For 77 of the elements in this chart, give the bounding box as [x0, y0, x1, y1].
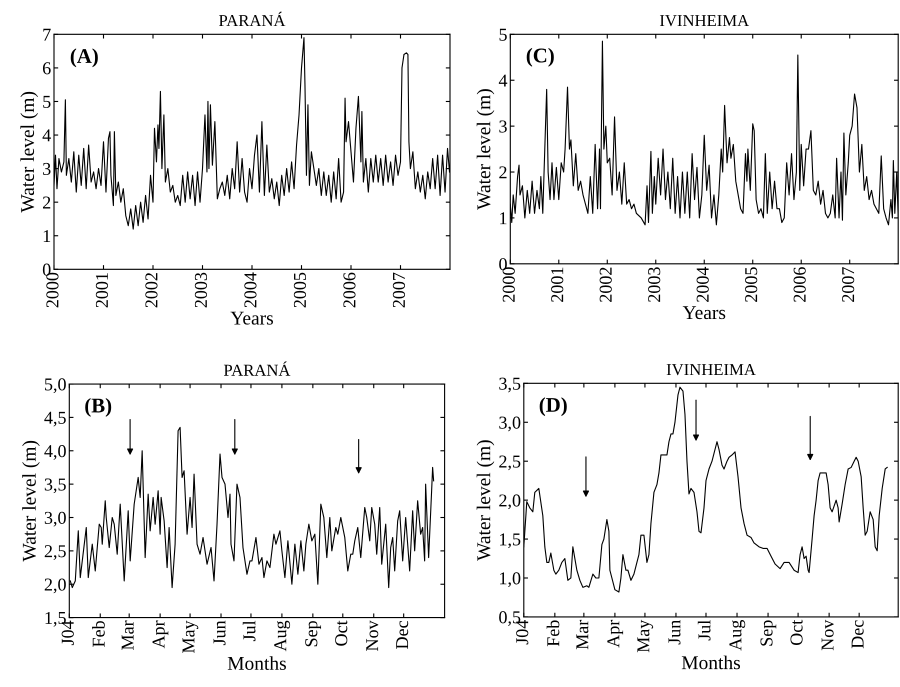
x-tick-label: 2005: [745, 267, 758, 302]
y-tick-label: 2,5: [499, 456, 520, 470]
y-tick-label: 5: [43, 96, 51, 108]
x-tick-label: Oct: [335, 620, 348, 646]
annotation: (C): [526, 48, 554, 67]
chart-title: IVINHEIMA: [660, 15, 750, 26]
x-axis-title: Years: [682, 306, 726, 320]
x-tick-label: 2007: [392, 272, 406, 308]
x-tick-label: Jun: [668, 620, 680, 644]
x-tick-label: Aug: [729, 620, 746, 651]
y-tick-label: 2,0: [44, 578, 66, 594]
y-tick-label: 4,5: [44, 412, 66, 426]
x-tick-label: Oct: [790, 620, 803, 646]
x-axis-title: Months: [682, 656, 740, 670]
y-tick-label: 1: [500, 212, 506, 224]
x-axis-title: Months: [228, 656, 286, 670]
y-tick-label: 5: [500, 28, 507, 41]
x-tick-label: 2002: [600, 268, 612, 302]
x-tick-label: 2002: [145, 273, 158, 308]
y-tick-label: 4: [498, 74, 508, 87]
y-tick-label: 6: [42, 62, 51, 74]
x-tick-label: Nov: [822, 620, 834, 650]
y-tick-label: 3: [499, 120, 507, 133]
y-tick-label: 3,0: [44, 512, 66, 527]
y-tick-label: 4,0: [44, 445, 66, 460]
x-tick-label: 2007: [842, 267, 854, 302]
x-tick-label: Sep: [305, 621, 322, 646]
y-tick-label: 4: [42, 129, 51, 142]
x-tick-label: 2006: [343, 272, 356, 308]
x-tick-label: Jul: [698, 620, 711, 640]
x-tick-label: Nov: [366, 620, 378, 651]
chart-title: PARANÁ: [218, 12, 286, 26]
x-tick-label: Feb: [546, 620, 560, 646]
y-tick-label: 3,5: [499, 378, 520, 392]
chart-title: IVINHEIMA: [666, 364, 756, 376]
y-tick-label: 2: [42, 196, 50, 208]
x-tick-label: Feb: [92, 621, 105, 647]
y-tick-label: 1,5: [500, 533, 520, 548]
x-tick-label: Jun: [214, 620, 226, 646]
y-tick-label: 3: [43, 162, 51, 176]
x-tick-label: 2005: [294, 272, 306, 308]
y-axis-title: Water level (m): [476, 440, 494, 561]
x-tick-label: Dec: [396, 620, 408, 649]
x-tick-label: Dec: [852, 620, 864, 648]
annotation: (A): [70, 48, 98, 68]
x-tick-label: 2003: [194, 272, 208, 308]
x-tick-label: 2001: [551, 268, 564, 302]
y-tick-label: 2,0: [499, 494, 520, 510]
y-tick-label: 5,0: [45, 378, 66, 394]
y-tick-label: 2: [499, 166, 507, 178]
annotation: (B): [85, 398, 112, 417]
y-tick-label: 1,0: [500, 572, 520, 588]
y-tick-label: 1: [44, 230, 50, 242]
x-tick-label: Aug: [274, 620, 290, 652]
x-tick-label: May: [637, 620, 654, 652]
x-tick-label: 2003: [648, 267, 660, 302]
x-tick-label: May: [182, 620, 198, 653]
x-tick-label: Mar: [576, 620, 588, 650]
chart-title: PARANÁ: [224, 361, 290, 376]
x-tick-label: Apr: [152, 620, 168, 648]
y-tick-label: 7: [43, 28, 51, 41]
x-tick-label: Sep: [760, 620, 776, 646]
x-tick-label: 2004: [244, 272, 257, 308]
y-axis-title: Water level (m): [20, 92, 38, 213]
x-tick-label: 2004: [696, 266, 709, 302]
y-tick-label: 2,5: [44, 545, 66, 560]
annotation: (D): [540, 397, 567, 416]
y-axis-title: Water level (m): [22, 440, 40, 562]
x-tick-label: Jul: [242, 620, 256, 642]
y-tick-label: 3,5: [44, 478, 66, 494]
x-tick-label: 2001: [96, 273, 108, 308]
x-tick-label: Mar: [122, 620, 134, 650]
x-tick-label: 2006: [794, 267, 806, 302]
y-tick-label: 3,0: [499, 416, 520, 432]
x-tick-label: Apr: [607, 620, 624, 648]
y-axis-title: Water level (m): [476, 89, 494, 210]
x-axis-title: Years: [230, 312, 273, 325]
